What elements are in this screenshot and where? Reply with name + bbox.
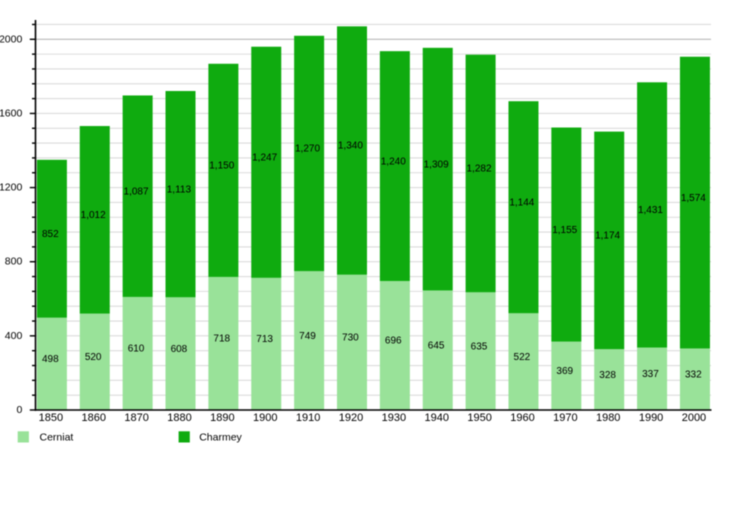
svg-text:1860: 1860: [82, 412, 106, 424]
svg-text:1980: 1980: [596, 412, 620, 424]
svg-text:713: 713: [256, 334, 273, 345]
svg-text:1,144: 1,144: [509, 197, 534, 208]
svg-text:498: 498: [42, 354, 59, 365]
svg-text:852: 852: [42, 229, 59, 240]
svg-text:1,087: 1,087: [124, 186, 149, 197]
svg-text:337: 337: [642, 369, 659, 380]
svg-text:1,340: 1,340: [338, 141, 363, 152]
svg-text:2000: 2000: [0, 33, 22, 45]
svg-text:1,309: 1,309: [424, 159, 449, 170]
svg-text:1,270: 1,270: [295, 144, 320, 155]
svg-text:1950: 1950: [467, 412, 491, 424]
svg-text:696: 696: [385, 336, 402, 347]
svg-text:1930: 1930: [382, 412, 406, 424]
svg-text:1,431: 1,431: [638, 205, 663, 216]
svg-text:718: 718: [213, 334, 230, 345]
svg-text:645: 645: [428, 340, 445, 351]
svg-text:328: 328: [599, 370, 616, 381]
svg-text:635: 635: [471, 341, 488, 352]
svg-text:610: 610: [128, 344, 145, 355]
svg-text:369: 369: [556, 366, 573, 377]
svg-text:1920: 1920: [339, 412, 363, 424]
svg-text:1,282: 1,282: [466, 164, 491, 175]
svg-text:1,150: 1,150: [209, 161, 234, 172]
svg-text:1970: 1970: [553, 412, 577, 424]
svg-text:1910: 1910: [296, 412, 320, 424]
svg-text:Charmey: Charmey: [199, 431, 242, 443]
svg-text:1,012: 1,012: [81, 210, 106, 221]
svg-text:2000: 2000: [682, 412, 706, 424]
svg-text:608: 608: [171, 344, 188, 355]
svg-text:Cerniat: Cerniat: [40, 431, 74, 443]
svg-text:800: 800: [5, 256, 23, 268]
svg-text:1960: 1960: [510, 412, 534, 424]
svg-text:1,174: 1,174: [595, 231, 620, 242]
svg-text:400: 400: [5, 330, 23, 342]
svg-text:1870: 1870: [124, 412, 148, 424]
svg-text:730: 730: [342, 333, 359, 344]
svg-text:749: 749: [299, 331, 316, 342]
svg-text:1940: 1940: [424, 412, 448, 424]
svg-text:1890: 1890: [210, 412, 234, 424]
svg-text:522: 522: [514, 352, 531, 363]
svg-text:520: 520: [85, 352, 102, 363]
svg-text:1,247: 1,247: [252, 152, 277, 163]
svg-text:1200: 1200: [0, 182, 22, 194]
svg-text:332: 332: [685, 369, 702, 380]
svg-text:1,240: 1,240: [381, 156, 406, 167]
svg-text:1600: 1600: [0, 107, 22, 119]
svg-text:1850: 1850: [39, 412, 63, 424]
svg-text:1,155: 1,155: [552, 225, 577, 236]
svg-text:1990: 1990: [639, 412, 663, 424]
svg-text:1,113: 1,113: [167, 184, 192, 195]
svg-text:1,574: 1,574: [681, 193, 706, 204]
svg-text:1900: 1900: [253, 412, 277, 424]
svg-text:1880: 1880: [167, 412, 191, 424]
svg-text:0: 0: [16, 404, 22, 416]
